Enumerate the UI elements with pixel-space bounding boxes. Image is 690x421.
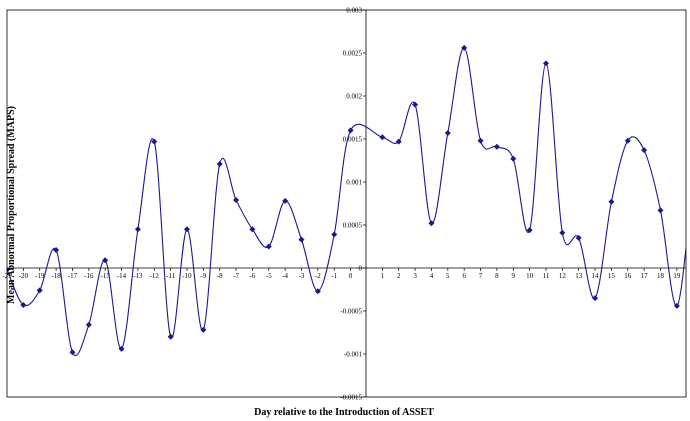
y-axis-title: Mean Abnormal Proportional Spread (MAPS) [6, 106, 17, 304]
data-point [624, 137, 631, 144]
y-tick-label: -0.0015 [340, 394, 362, 402]
x-tick-label: 7 [479, 272, 483, 280]
x-tick-label: 3 [413, 272, 417, 280]
data-point [102, 257, 109, 264]
y-tick-label: 0.003 [346, 7, 362, 15]
x-tick-label: -9 [200, 272, 206, 280]
data-point [347, 127, 354, 134]
x-tick-label: -7 [233, 272, 239, 280]
x-tick-label: -16 [84, 272, 94, 280]
x-tick-label: -10 [182, 272, 192, 280]
data-point [183, 226, 190, 233]
data-point [331, 231, 338, 238]
x-tick-label: 10 [526, 272, 534, 280]
data-point [282, 197, 289, 204]
data-point [314, 288, 321, 295]
data-point [641, 147, 648, 154]
x-tick-label: -20 [19, 272, 29, 280]
data-point [575, 234, 582, 241]
x-tick-label: 14 [592, 272, 600, 280]
x-tick-label: 15 [608, 272, 616, 280]
data-point [265, 243, 272, 250]
x-tick-label: -14 [117, 272, 127, 280]
x-tick-label: -17 [68, 272, 78, 280]
y-tick-label: 0 [359, 265, 363, 273]
x-tick-label: -5 [266, 272, 272, 280]
data-point [477, 137, 484, 144]
y-tick-label: 0.0015 [343, 136, 363, 144]
data-point [249, 226, 256, 233]
data-point [444, 129, 451, 136]
data-point [592, 295, 599, 302]
x-tick-label: 4 [430, 272, 434, 280]
x-tick-label: -18 [51, 272, 61, 280]
data-point [412, 101, 419, 108]
plot-frame [6, 9, 687, 398]
x-tick-label: 18 [657, 272, 665, 280]
y-tick-label: -0.0005 [340, 308, 362, 316]
data-point [542, 60, 549, 67]
x-tick-label: -1 [331, 272, 337, 280]
data-point [167, 333, 174, 340]
data-point [118, 345, 125, 352]
x-tick-label: 1 [381, 272, 385, 280]
data-point [53, 246, 60, 253]
data-point [510, 155, 517, 162]
x-tick-label: -4 [282, 272, 288, 280]
x-tick-label: 2 [397, 272, 401, 280]
data-point [657, 207, 664, 214]
x-tick-label: 17 [641, 272, 649, 280]
data-point [395, 138, 402, 145]
y-tick-label: 0.002 [346, 93, 362, 101]
x-tick-label: -19 [35, 272, 45, 280]
data-point [200, 326, 207, 333]
data-point [559, 229, 566, 236]
x-axis-title: Day relative to the Introduction of ASSE… [254, 407, 434, 418]
x-tick-label: -2 [315, 272, 321, 280]
data-point [526, 227, 533, 234]
x-tick-label: 8 [495, 272, 499, 280]
data-point [216, 160, 223, 167]
data-point [151, 138, 158, 145]
x-tick-label: 11 [543, 272, 550, 280]
data-point [7, 266, 10, 273]
data-point [36, 287, 43, 294]
data-point [69, 349, 76, 356]
x-tick-label: 6 [462, 272, 466, 280]
x-tick-label: 19 [673, 272, 681, 280]
x-tick-label: -13 [133, 272, 143, 280]
data-point [298, 236, 305, 243]
data-point [134, 226, 141, 233]
x-tick-label: 16 [624, 272, 632, 280]
data-point [461, 44, 468, 51]
x-tick-label: -15 [100, 272, 110, 280]
x-tick-label: -11 [166, 272, 176, 280]
series-line [7, 47, 686, 356]
data-point [608, 198, 615, 205]
y-tick-label: -0.001 [344, 351, 363, 359]
x-tick-label: -21 [2, 272, 12, 280]
data-point [20, 301, 27, 308]
x-tick-label: -12 [150, 272, 160, 280]
y-tick-label: 0.001 [346, 179, 362, 187]
x-tick-label: -8 [217, 272, 223, 280]
data-point [428, 220, 435, 227]
y-tick-label: 0.0025 [343, 50, 363, 58]
y-tick-label: 0.0005 [343, 222, 363, 230]
data-point [673, 302, 680, 309]
x-tick-label: 12 [559, 272, 567, 280]
x-tick-label: -3 [299, 272, 305, 280]
data-point [379, 134, 386, 141]
data-point [233, 197, 240, 204]
data-point [493, 143, 500, 150]
x-tick-label: 0 [349, 272, 353, 280]
x-tick-label: 13 [575, 272, 583, 280]
x-tick-label: -6 [249, 272, 255, 280]
data-point [85, 321, 92, 328]
x-tick-label: 9 [512, 272, 516, 280]
x-tick-label: 5 [446, 272, 450, 280]
